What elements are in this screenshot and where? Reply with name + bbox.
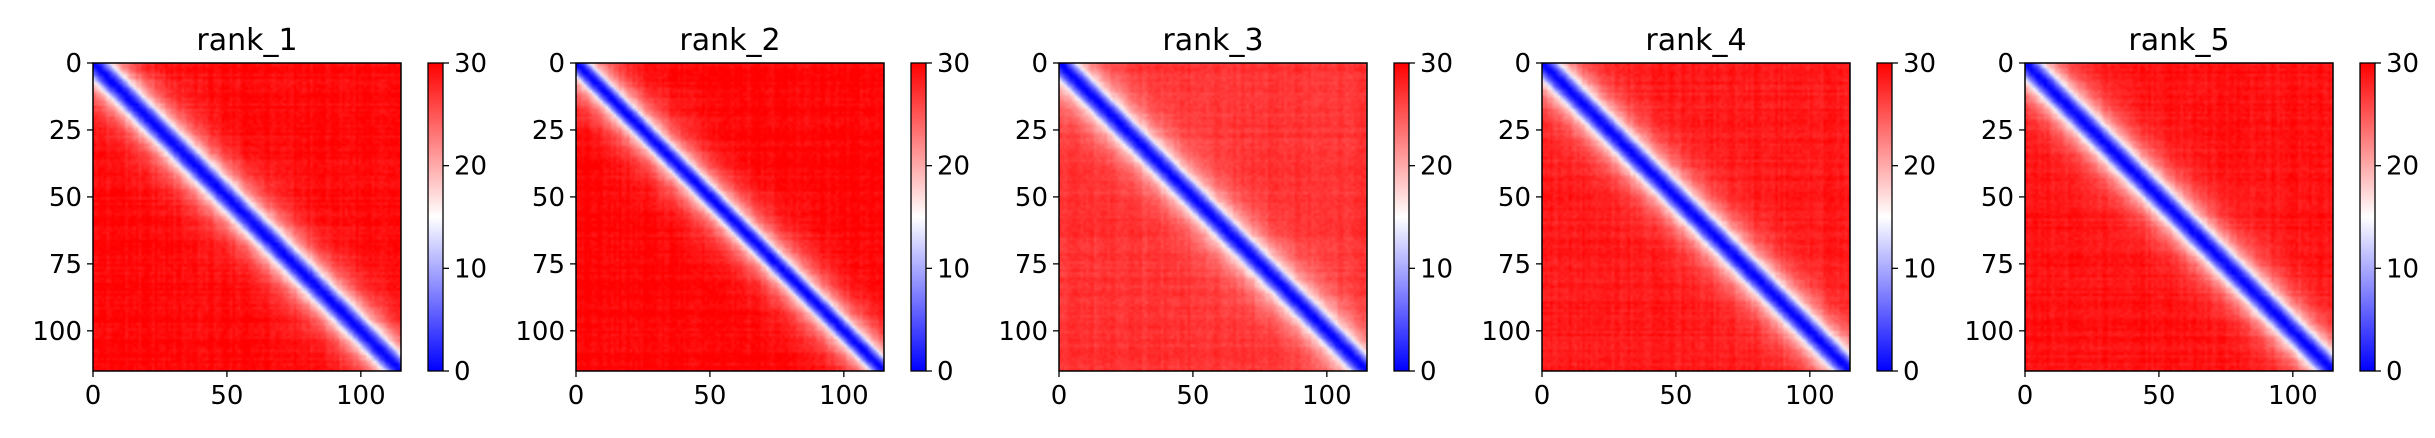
colorbar-tick-label: 30 — [454, 49, 487, 79]
colorbar-tick-label: 30 — [1420, 49, 1453, 79]
y-tick-label: 100 — [1481, 317, 1531, 347]
colorbar-frame — [910, 62, 927, 372]
colorbar-tick-label: 30 — [937, 49, 970, 79]
colorbar-tick-label: 10 — [2386, 254, 2419, 284]
plot-frame — [1541, 62, 1851, 372]
colorbar-tick-label: 0 — [2386, 357, 2403, 387]
heatmap-image — [93, 63, 401, 371]
colorbar-tick-label: 0 — [1903, 357, 1920, 387]
heatmap-panel-1: rank_1 0 50 100 0 25 50 75 100 0 10 20 30 — [32, 23, 487, 411]
y-tick-label: 50 — [1015, 183, 1048, 213]
colorbar-frame — [427, 62, 444, 372]
y-tick-label: 0 — [1997, 49, 2014, 79]
panel-title: rank_4 — [1645, 23, 1746, 58]
x-tick-label: 0 — [1534, 381, 1551, 411]
colorbar-tick-label: 0 — [454, 357, 471, 387]
y-tick-label: 0 — [1031, 49, 1048, 79]
panel-title: rank_3 — [1162, 23, 1263, 58]
plot-frame — [2024, 62, 2334, 372]
y-tick-label: 0 — [65, 49, 82, 79]
colorbar-frame — [1393, 62, 1410, 372]
y-tick-label: 50 — [532, 183, 565, 213]
colorbar-tick-label: 10 — [937, 254, 970, 284]
y-tick-label: 100 — [515, 317, 565, 347]
colorbar-frame — [2359, 62, 2376, 372]
panel-title: rank_1 — [196, 23, 297, 58]
colorbar-tick-label: 30 — [2386, 49, 2419, 79]
y-tick-label: 100 — [32, 317, 82, 347]
y-tick-label: 75 — [49, 250, 82, 280]
x-tick-label: 100 — [819, 381, 869, 411]
colorbar-tick-label: 10 — [1903, 254, 1936, 284]
y-tick-label: 25 — [1981, 116, 2014, 146]
panel-title: rank_2 — [679, 23, 780, 58]
colorbar-tick-label: 10 — [1420, 254, 1453, 284]
y-tick-label: 100 — [998, 317, 1048, 347]
heatmap-panel-4: rank_4 0 50 100 0 25 50 75 100 0 10 20 30 — [1481, 23, 1936, 411]
x-tick-label: 0 — [85, 381, 102, 411]
x-tick-label: 50 — [2142, 381, 2175, 411]
colorbar-tick-label: 20 — [2386, 152, 2419, 182]
x-tick-label: 50 — [210, 381, 243, 411]
colorbar — [1394, 63, 1409, 371]
x-tick-label: 0 — [568, 381, 585, 411]
x-tick-label: 50 — [693, 381, 726, 411]
heatmap-image — [1059, 63, 1367, 371]
x-tick-label: 50 — [1176, 381, 1209, 411]
y-tick-label: 25 — [532, 116, 565, 146]
y-tick-label: 25 — [1015, 116, 1048, 146]
heatmap-image — [576, 63, 884, 371]
panel-title: rank_5 — [2128, 23, 2229, 58]
x-tick-label: 100 — [2268, 381, 2318, 411]
colorbar — [2360, 63, 2375, 371]
heatmap-panel-5: rank_5 0 50 100 0 25 50 75 100 0 10 20 30 — [1964, 23, 2419, 411]
colorbar — [911, 63, 926, 371]
x-tick-label: 100 — [336, 381, 386, 411]
y-tick-label: 100 — [1964, 317, 2014, 347]
colorbar-tick-label: 0 — [1420, 357, 1437, 387]
colorbar-tick-label: 20 — [1420, 152, 1453, 182]
x-tick-label: 100 — [1785, 381, 1835, 411]
plot-frame — [575, 62, 885, 372]
y-tick-label: 0 — [548, 49, 565, 79]
colorbar-tick-label: 20 — [937, 152, 970, 182]
x-tick-label: 100 — [1302, 381, 1352, 411]
y-tick-label: 75 — [1981, 250, 2014, 280]
colorbar-tick-label: 30 — [1903, 49, 1936, 79]
y-tick-label: 50 — [1981, 183, 2014, 213]
colorbar-tick-label: 20 — [1903, 152, 1936, 182]
heatmap-panel-3: rank_3 0 50 100 0 25 50 75 100 0 10 20 30 — [998, 23, 1453, 411]
y-tick-label: 50 — [1498, 183, 1531, 213]
colorbar-frame — [1876, 62, 1893, 372]
x-tick-label: 0 — [1051, 381, 1068, 411]
y-tick-label: 75 — [1498, 250, 1531, 280]
y-tick-label: 75 — [532, 250, 565, 280]
y-tick-label: 25 — [1498, 116, 1531, 146]
heatmap-image — [2025, 63, 2333, 371]
colorbar — [1877, 63, 1892, 371]
colorbar-tick-label: 20 — [454, 152, 487, 182]
plot-frame — [92, 62, 402, 372]
x-tick-label: 50 — [1659, 381, 1692, 411]
plot-frame — [1058, 62, 1368, 372]
colorbar-tick-label: 10 — [454, 254, 487, 284]
colorbar-tick-label: 0 — [937, 357, 954, 387]
y-tick-label: 50 — [49, 183, 82, 213]
y-tick-label: 75 — [1015, 250, 1048, 280]
heatmap-panel-2: rank_2 0 50 100 0 25 50 75 100 0 10 20 30 — [515, 23, 970, 411]
colorbar — [428, 63, 443, 371]
y-tick-label: 25 — [49, 116, 82, 146]
y-tick-label: 0 — [1514, 49, 1531, 79]
heatmap-image — [1542, 63, 1850, 371]
x-tick-label: 0 — [2017, 381, 2034, 411]
